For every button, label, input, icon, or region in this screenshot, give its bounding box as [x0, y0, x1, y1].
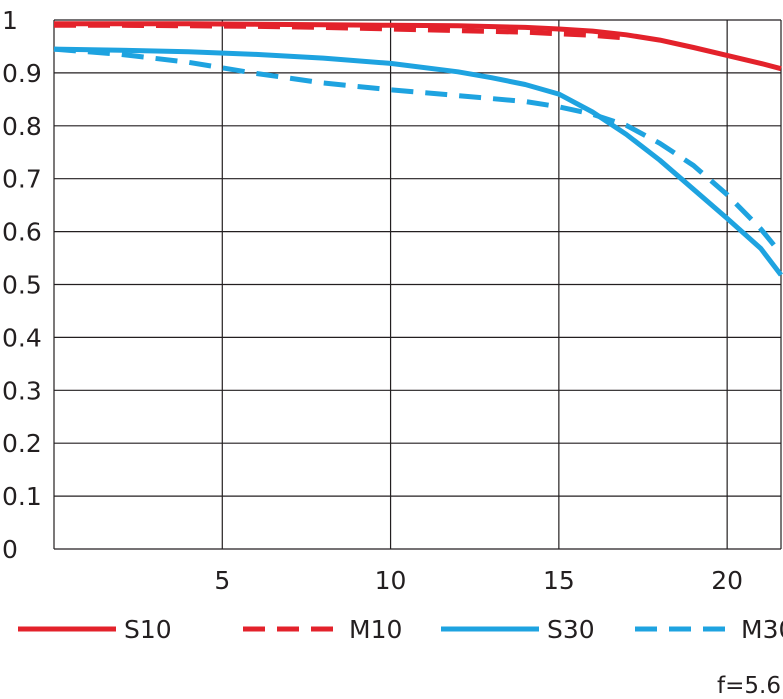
legend-label-m30: M30 [741, 615, 783, 644]
series-lines [53, 21, 783, 277]
x-tick-label: 10 [375, 566, 407, 595]
x-tick-label: 5 [214, 566, 230, 595]
legend: S10 M10 S30 M30 [18, 615, 783, 644]
aperture-note: f=5.6 [717, 673, 781, 699]
y-tick-label: 0.7 [2, 165, 42, 194]
y-tick-labels: 0 0.1 0.2 0.3 0.4 0.5 0.6 0.7 0.8 0.9 1 [2, 6, 42, 564]
y-tick-label: 1 [2, 6, 18, 35]
y-tick-label: 0.2 [2, 429, 42, 458]
grid [53, 19, 782, 550]
x-tick-labels: 5 10 15 20 [214, 566, 743, 595]
legend-label-s30: S30 [547, 615, 595, 644]
x-tick-label: 15 [543, 566, 575, 595]
y-tick-label: 0 [2, 535, 18, 564]
y-tick-label: 0.5 [2, 271, 42, 300]
y-tick-label: 0.8 [2, 112, 42, 141]
y-tick-label: 0.1 [2, 482, 42, 511]
series-line-m30 [53, 46, 783, 256]
y-tick-label: 0.9 [2, 59, 42, 88]
series-line-s30 [53, 46, 783, 277]
y-tick-label: 0.3 [2, 376, 42, 405]
y-tick-label: 0.6 [2, 218, 42, 247]
y-tick-label: 0.4 [2, 323, 42, 352]
legend-label-m10: M10 [349, 615, 402, 644]
legend-label-s10: S10 [124, 615, 172, 644]
series-line-s10 [54, 21, 782, 72]
x-tick-label: 20 [711, 566, 743, 595]
series-line-m10 [54, 22, 627, 41]
